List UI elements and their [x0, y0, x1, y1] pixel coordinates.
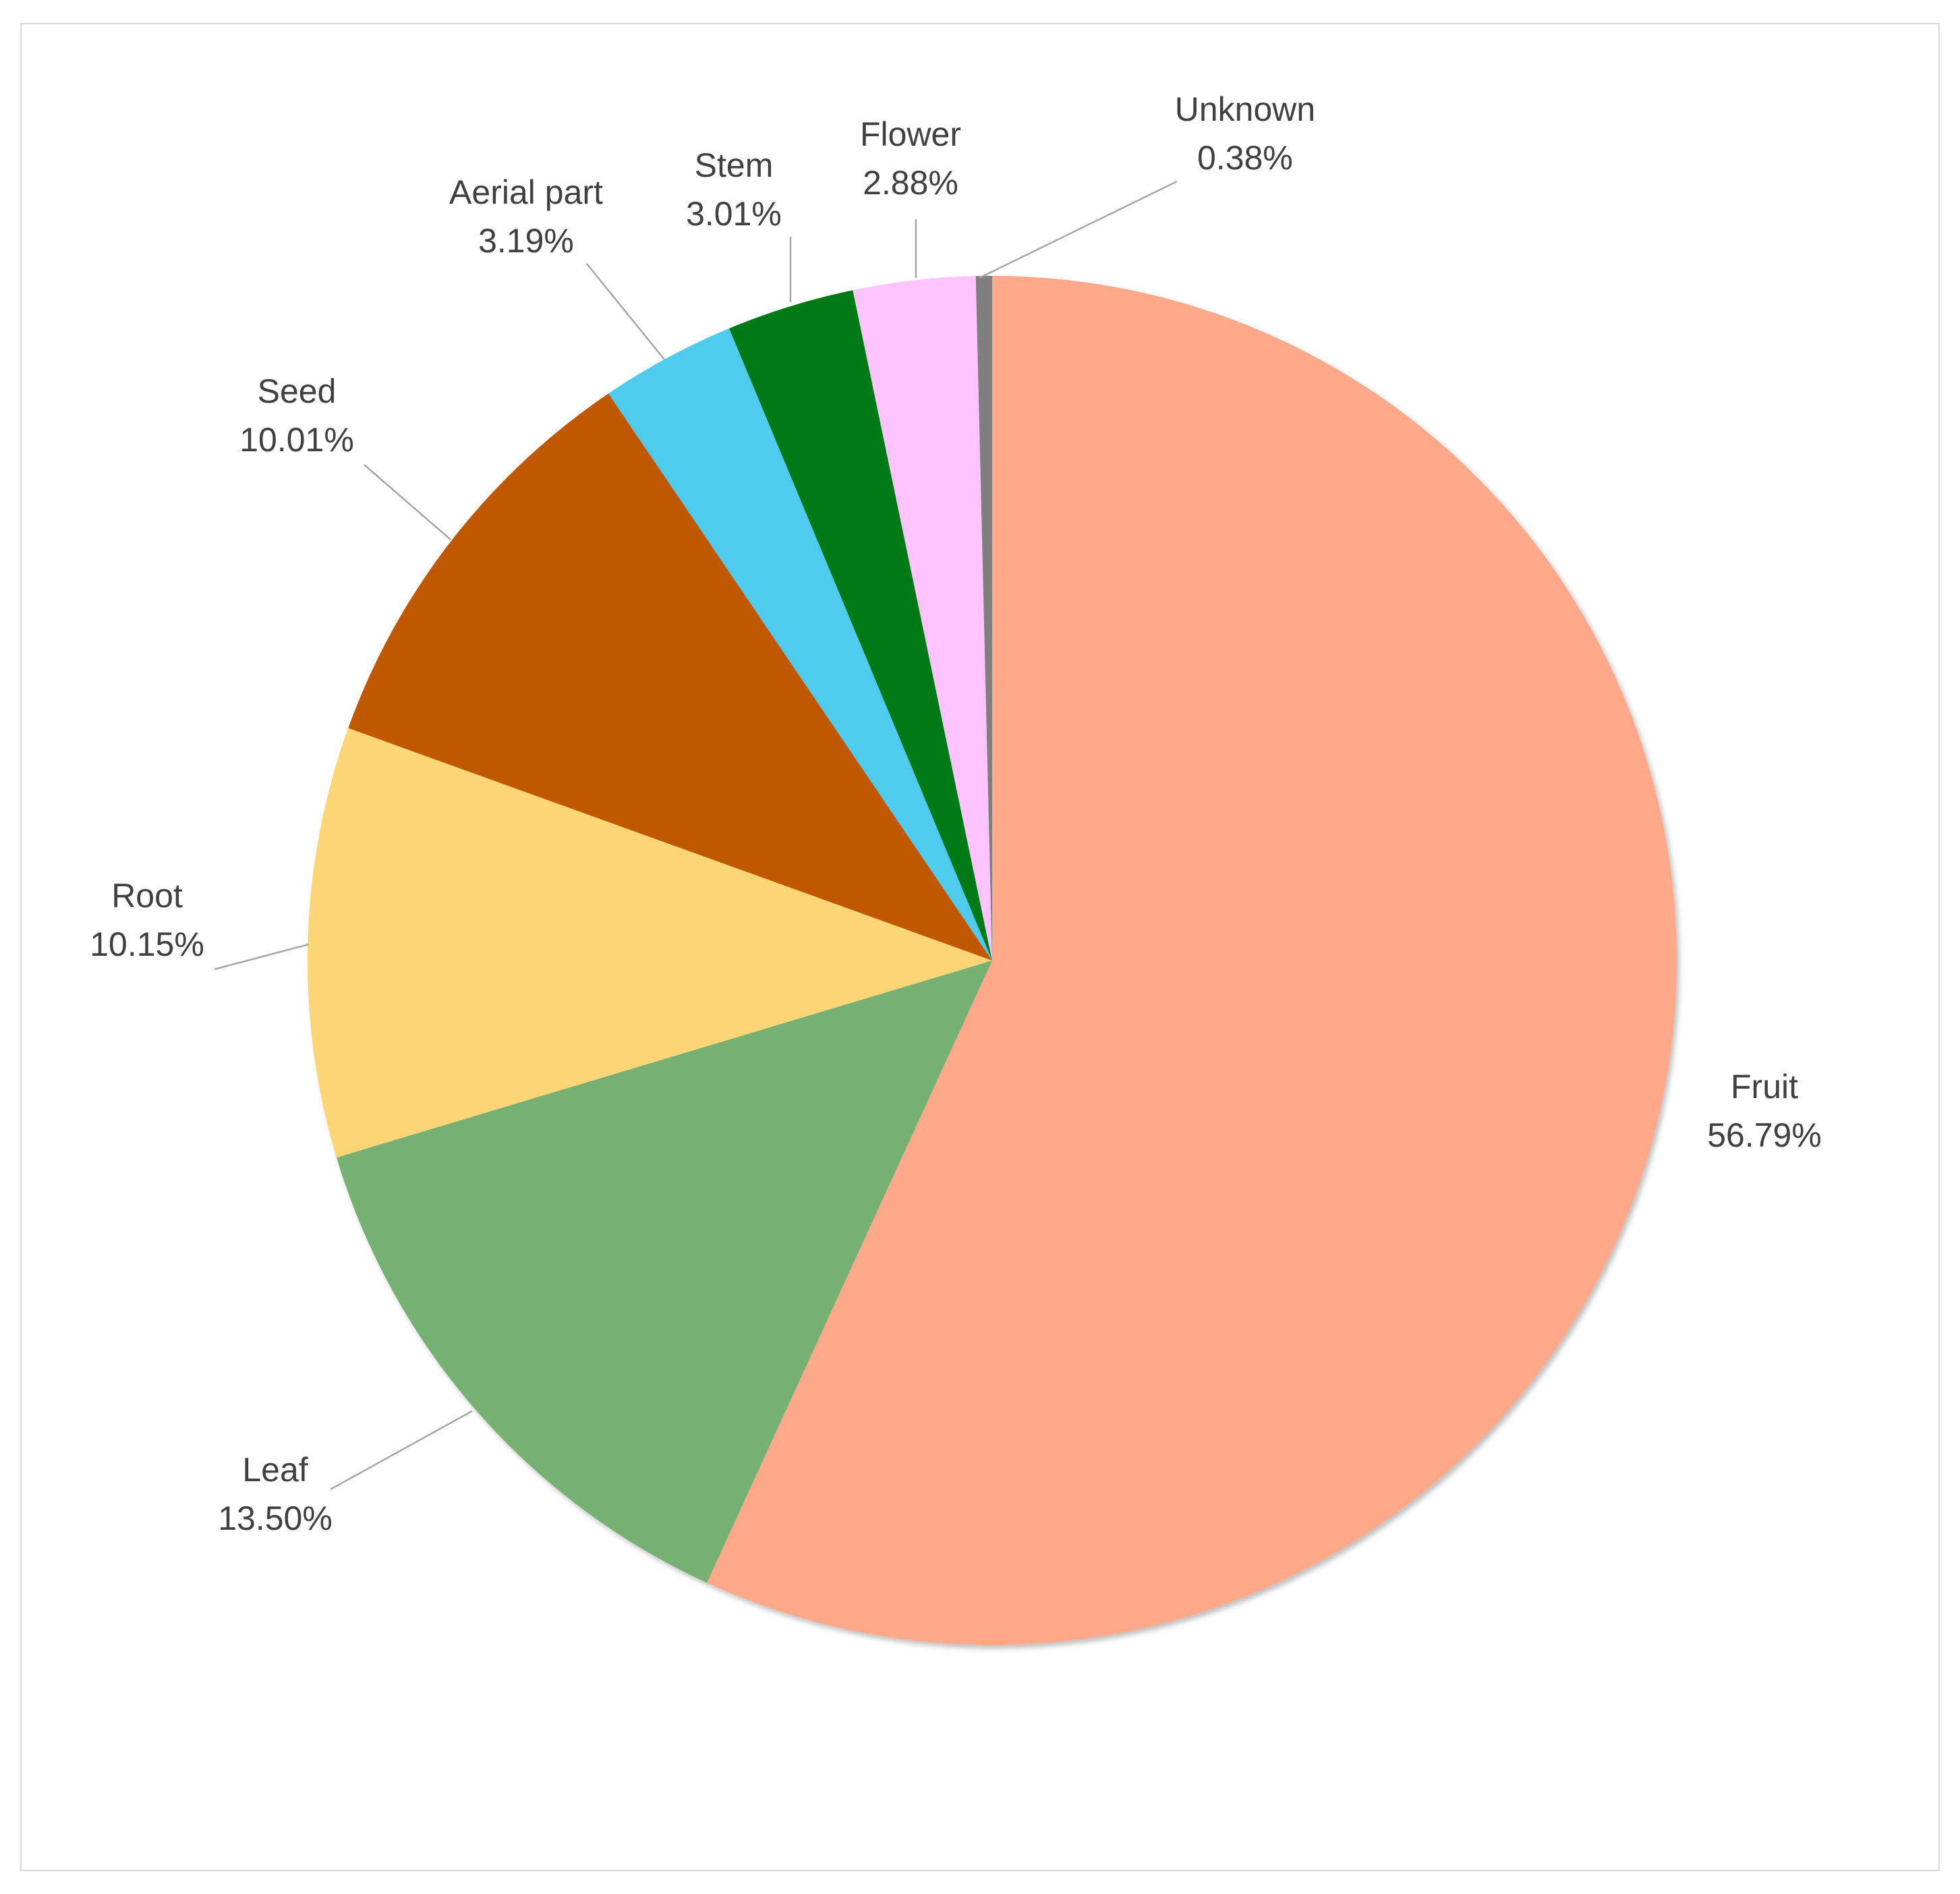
pie-slice-flower: [853, 276, 992, 960]
leader-line-root: [214, 943, 310, 971]
slice-category-label: Flower: [860, 115, 961, 153]
slice-category-label: Unknown: [1175, 90, 1315, 128]
slice-category-label: Root: [111, 877, 183, 915]
slice-labels: Fruit 56.79% Leaf 13.50% Root 10.15% Seed 10.01…: [90, 90, 1822, 1537]
leader-line-seed: [364, 464, 451, 540]
slice-percent-label: 10.01%: [239, 421, 354, 459]
pie-slice-seed: [348, 393, 992, 960]
leader-line-aerial-part: [586, 263, 665, 360]
slice-percent-label: 56.79%: [1707, 1116, 1822, 1154]
slice-category-label: Leaf: [242, 1451, 308, 1489]
pie-slice-leaf: [336, 960, 992, 1583]
pie-slice-unknown: [975, 276, 992, 960]
leader-lines: [214, 180, 1178, 1491]
pie-slice-aerial-part: [608, 328, 992, 960]
pie-slice-stem: [729, 290, 992, 960]
slice-percent-label: 2.88%: [863, 164, 958, 202]
pie-slice-fruit: [707, 276, 1677, 1646]
slice-category-label: Seed: [258, 372, 337, 410]
slice-percent-label: 10.15%: [90, 925, 204, 963]
slice-percent-label: 13.50%: [218, 1499, 333, 1537]
slice-category-label: Stem: [695, 146, 774, 184]
slice-percent-label: 3.19%: [478, 222, 574, 260]
slice-percent-label: 3.01%: [686, 195, 782, 233]
leader-line-leaf: [330, 1410, 473, 1491]
leader-line-unknown: [979, 180, 1178, 279]
pie-slice-root: [307, 728, 992, 1158]
pie-slices: [307, 276, 1677, 1646]
slice-category-label: Fruit: [1731, 1068, 1798, 1106]
slice-category-label: Aerial part: [449, 173, 603, 211]
slice-percent-label: 0.38%: [1197, 139, 1293, 177]
